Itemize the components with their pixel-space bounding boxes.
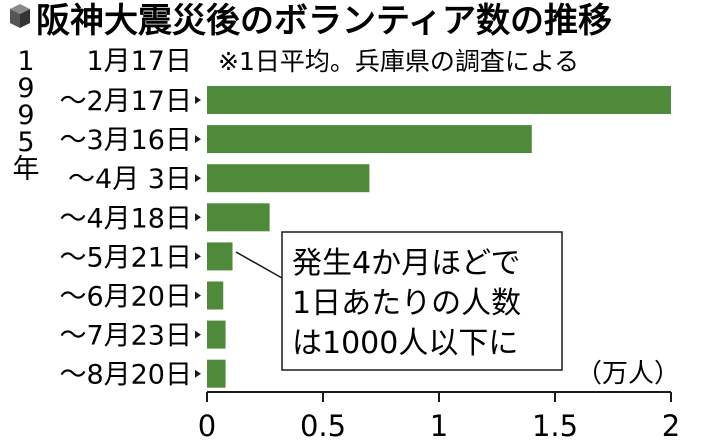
year-label-char: 9 <box>17 73 34 104</box>
title-icon <box>10 4 30 28</box>
callout-line-2: 1日あたりの人数 <box>292 286 521 321</box>
category-label: ～7月23日 <box>59 321 192 352</box>
pointer-icon <box>195 291 201 300</box>
category-label: ～5月21日 <box>59 242 192 273</box>
category-label: ～6月20日 <box>59 282 192 313</box>
pointer-icon <box>195 96 201 104</box>
first-date-label: 1月17日 <box>86 46 192 77</box>
pointer-icon <box>195 213 201 222</box>
callout-box <box>281 231 563 371</box>
chart-note: ※1日平均。兵庫県の調査による <box>218 47 579 76</box>
category-pointers <box>195 96 201 378</box>
bar <box>207 86 671 114</box>
x-tick-label: 1 <box>430 409 448 443</box>
chart-title: 阪神大震災後のボランティア数の推移 <box>36 1 612 41</box>
x-axis: 0 0.5 1 1.5 2 <box>198 391 680 443</box>
callout-line-3: は1000人以下に <box>292 326 518 361</box>
x-tick-label: 1.5 <box>532 409 578 443</box>
category-label: ～4月 3日 <box>68 164 192 195</box>
pointer-icon <box>195 135 201 144</box>
callout: 発生4か月ほどで 1日あたりの人数 は1000人以下に <box>235 231 563 371</box>
pointer-icon <box>195 369 201 378</box>
bar <box>207 281 224 310</box>
bar <box>207 125 532 154</box>
year-label-char: 9 <box>17 100 34 131</box>
pointer-icon <box>195 330 201 339</box>
year-label-char: 1 <box>17 46 34 77</box>
pointer-icon <box>195 174 201 183</box>
category-label: ～2月17日 <box>59 86 192 117</box>
callout-leader <box>235 251 283 279</box>
x-tick-label: 0.5 <box>300 409 346 443</box>
bar <box>207 320 226 349</box>
bar <box>207 359 226 388</box>
bar <box>207 164 370 193</box>
year-label-char: 5 <box>17 127 34 158</box>
x-tick-label: 0 <box>198 409 216 443</box>
x-tick-label: 2 <box>662 409 680 443</box>
callout-line-1: 発生4か月ほどで <box>292 246 521 281</box>
pointer-icon <box>195 252 201 261</box>
year-label-char: 年 <box>13 154 40 185</box>
bar <box>207 242 233 271</box>
category-labels: ～2月17日 ～3月16日 ～4月 3日 ～4月18日 ～5月21日 ～6月20日 ～7月2… <box>59 86 192 391</box>
category-label: ～8月20日 <box>59 360 192 391</box>
bar <box>207 203 270 232</box>
bar-group <box>207 86 671 388</box>
unit-label: （万人） <box>576 359 680 389</box>
category-label: ～3月16日 <box>59 125 192 156</box>
category-label: ～4月18日 <box>59 203 192 234</box>
